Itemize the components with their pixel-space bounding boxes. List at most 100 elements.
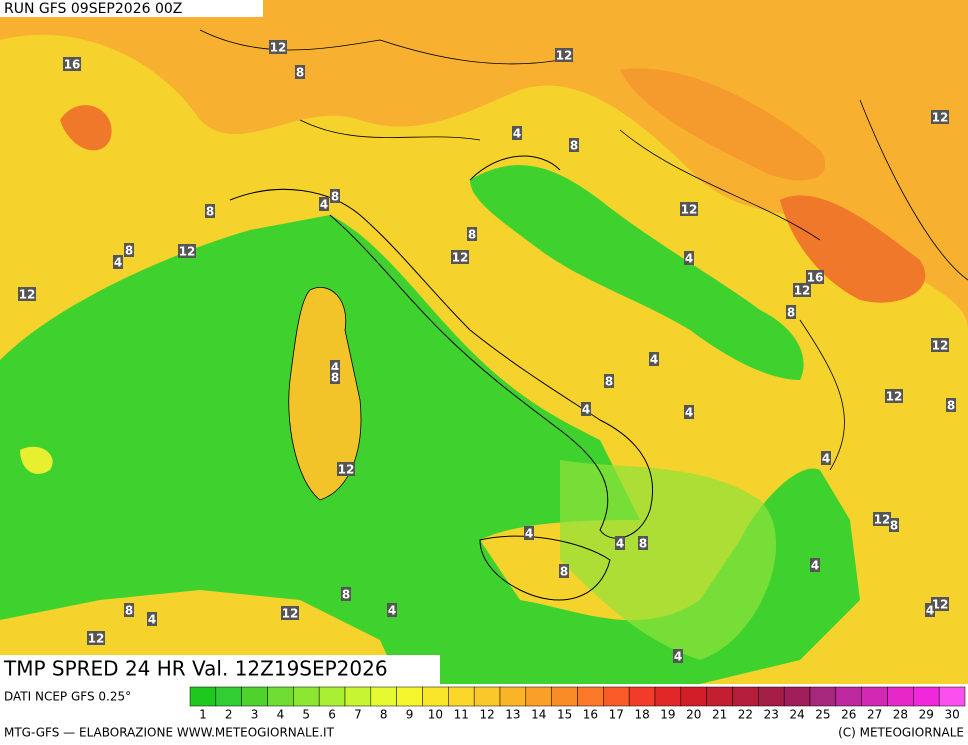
contour-label: 12 (874, 513, 891, 527)
coastline (229, 155, 654, 601)
contour-label-box (63, 57, 81, 71)
legend-swatch (267, 686, 294, 707)
legend-label: 10 (428, 708, 443, 722)
contour-label-box (512, 126, 522, 140)
legend-label: 9 (406, 708, 414, 722)
contour-label-box (147, 612, 157, 626)
contour-label: 12 (556, 49, 573, 63)
contour-label-box (295, 65, 305, 79)
contour-label-box (604, 374, 614, 388)
contour-label: 8 (639, 537, 647, 551)
legend-label: 14 (531, 708, 546, 722)
legend-label: 1 (199, 708, 207, 722)
contour-label: 12 (681, 203, 698, 217)
contour-label: 4 (685, 406, 693, 420)
legend-swatch (215, 686, 242, 707)
legend-swatch (473, 686, 501, 707)
run-label: RUN GFS 09SEP2026 00Z (4, 1, 182, 17)
contour-label-box (330, 370, 340, 384)
contour-label: 4 (822, 452, 830, 466)
contour-label: 12 (338, 463, 355, 477)
contour-label-box (524, 526, 534, 540)
contour-label: 8 (468, 228, 476, 242)
contour-label: 4 (685, 252, 693, 266)
legend-swatch (680, 686, 707, 707)
contour-label: 8 (206, 205, 214, 219)
contour-label: 4 (650, 353, 658, 367)
legend-swatch (241, 686, 268, 707)
contour-label: 4 (616, 537, 624, 551)
contour-label: 12 (932, 111, 949, 125)
legend-swatch (344, 686, 372, 707)
contour-label: 12 (932, 339, 949, 353)
contour-label-box (330, 360, 340, 374)
legend-swatch (861, 686, 888, 707)
run-box (0, 0, 263, 17)
legend-label: 24 (789, 708, 804, 722)
contour-label: 12 (270, 41, 287, 55)
credit-right: (C) METEOGIORNALE (838, 726, 964, 740)
legend-swatch (448, 686, 475, 707)
sea-green (0, 215, 860, 684)
contour-label-box (113, 255, 123, 269)
contour-label: 8 (947, 399, 955, 413)
legend-label: 20 (686, 708, 701, 722)
legend-label: 29 (919, 708, 934, 722)
contour-label: 8 (331, 371, 339, 385)
contour-label-box (684, 251, 694, 265)
legend-label: 5 (302, 708, 310, 722)
map-title: TMP SPRED 24 HR Val. 12Z19SEP2026 (3, 657, 388, 681)
contour-label-box (931, 110, 949, 124)
contour-label-box (931, 338, 949, 352)
contour-label-box (615, 536, 625, 550)
contour-label: 8 (605, 375, 613, 389)
contour-label-box (178, 244, 196, 258)
legend-swatch (603, 686, 630, 707)
legend-label: 4 (277, 708, 285, 722)
contour-label-box (18, 287, 36, 301)
contour-label: 16 (64, 58, 81, 72)
contour-label: 12 (19, 288, 36, 302)
contour-label: 4 (114, 256, 122, 270)
contour-label: 12 (886, 390, 903, 404)
legend-label: 27 (867, 708, 882, 722)
contour-label: 8 (890, 519, 898, 533)
contour-label-box (810, 558, 820, 572)
contour-label: 8 (331, 190, 339, 204)
contour-label-box (581, 402, 591, 416)
contour-label-box (821, 451, 831, 465)
legend-swatch (318, 686, 346, 707)
contour-label-box (337, 462, 355, 476)
contour-label-box (931, 597, 949, 611)
legend-swatch (422, 686, 449, 707)
contour-label-box (451, 250, 469, 264)
contour-label-box (87, 631, 105, 645)
contour-label-box (341, 587, 351, 601)
contour-label: 4 (388, 604, 396, 618)
contour-label: 4 (331, 361, 339, 375)
legend-label: 6 (328, 708, 336, 722)
legend-label: 3 (251, 708, 259, 722)
light-green (560, 460, 777, 660)
warm-zone (620, 68, 826, 181)
contour-label-box (638, 536, 648, 550)
warm-spot (780, 195, 926, 303)
contour-label-box (387, 603, 397, 617)
legend-label: 22 (738, 708, 753, 722)
contour-label-box (885, 389, 903, 403)
legend-label: 21 (712, 708, 727, 722)
contour-label: 4 (926, 604, 934, 618)
legend-swatch (396, 686, 423, 707)
legend-label: 17 (609, 708, 624, 722)
legend-swatch (758, 686, 785, 707)
legend-swatch (293, 686, 320, 707)
contour-label-box (649, 352, 659, 366)
contour-label: 12 (282, 607, 299, 621)
legend-label: 13 (505, 708, 520, 722)
legend-label: 15 (557, 708, 572, 722)
legend-label: 25 (815, 708, 830, 722)
legend-swatch (551, 686, 578, 707)
legend-label: 2 (225, 708, 233, 722)
contour-label-box (319, 197, 329, 211)
contour-label: 16 (807, 271, 824, 285)
